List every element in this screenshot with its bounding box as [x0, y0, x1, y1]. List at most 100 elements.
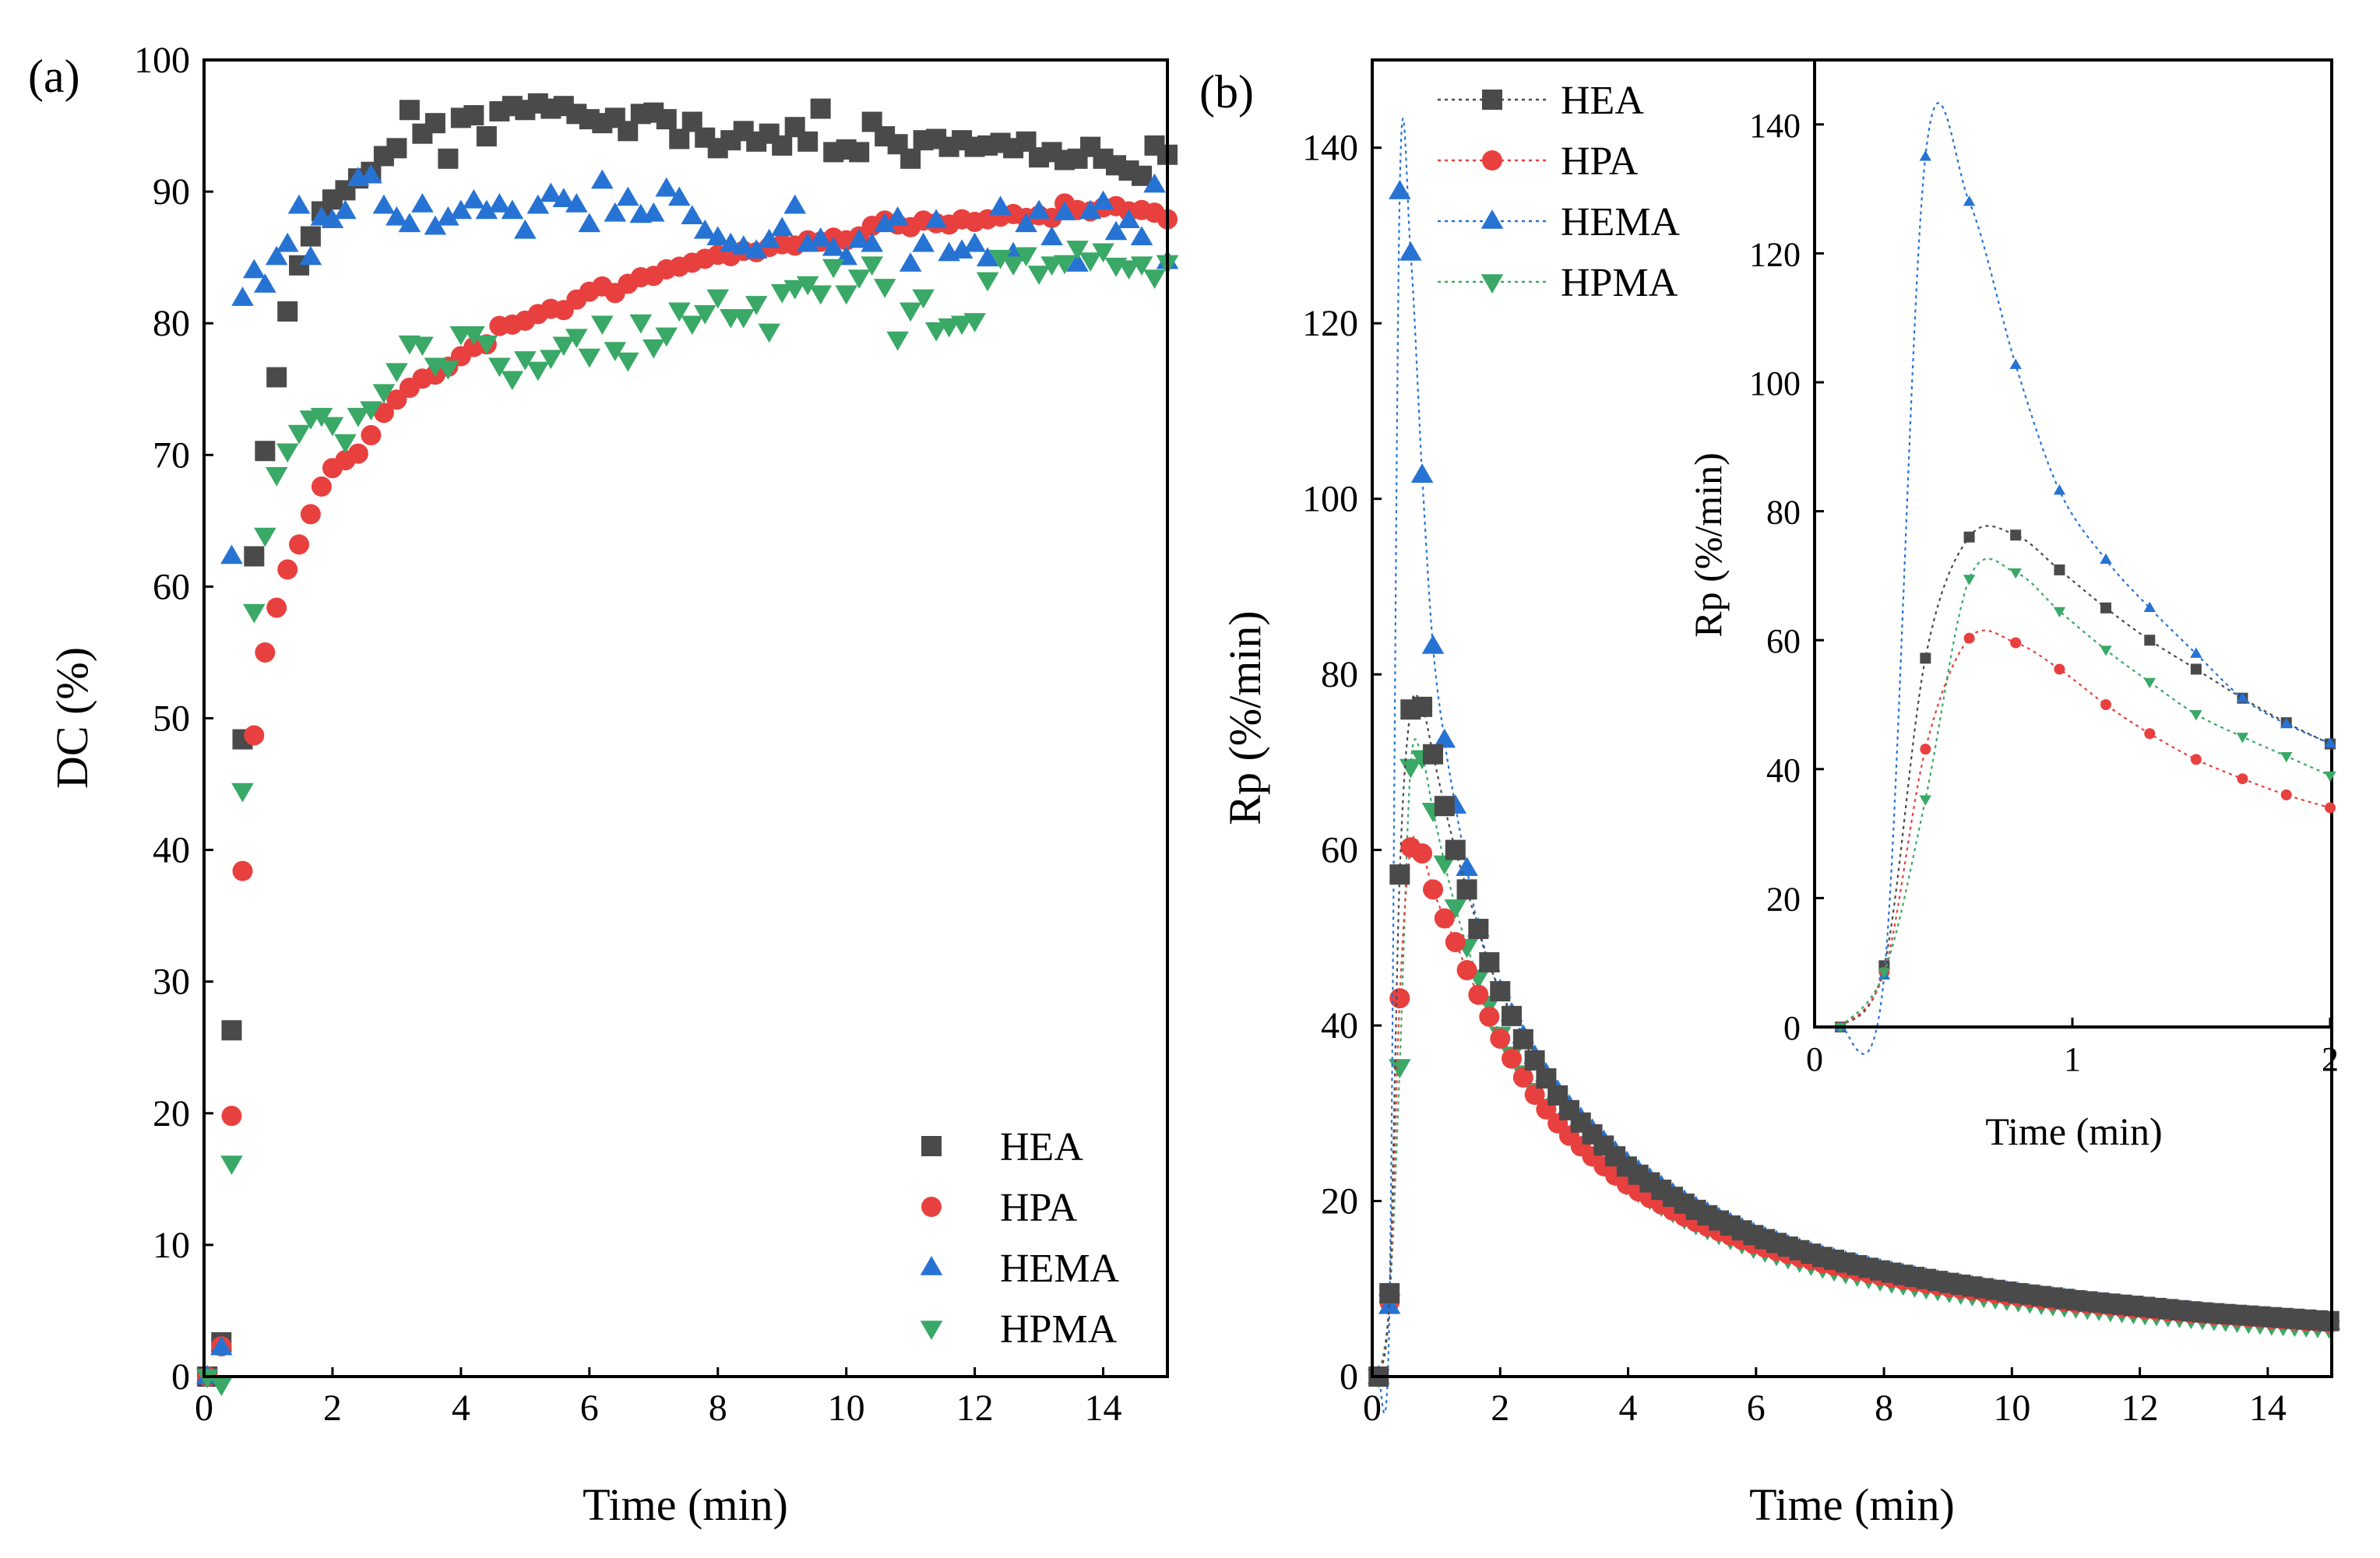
data-point-hpma	[411, 336, 434, 357]
y-tick-label: 90	[153, 171, 190, 213]
data-point-hea	[1434, 796, 1455, 817]
data-point-hpma	[1027, 266, 1051, 285]
data-point-hema	[437, 206, 459, 226]
inset-data-point-hpa	[2280, 789, 2292, 800]
data-point-hema	[1410, 463, 1434, 483]
data-point-hea	[476, 126, 497, 147]
legend-marker-hema	[1480, 209, 1504, 229]
data-point-hea	[1412, 696, 1433, 717]
data-point-hea	[300, 226, 321, 247]
y-tick-label: 50	[153, 698, 190, 740]
legend-label-hema: HEMA	[1561, 200, 1681, 244]
data-point-hema	[287, 194, 311, 214]
data-point-hema	[254, 273, 276, 293]
legend-item-hema: HEMA	[920, 1247, 1120, 1291]
data-point-hpma	[847, 269, 871, 289]
data-point-hema	[667, 186, 691, 206]
y-tick-label: 20	[1766, 880, 1801, 918]
data-point-hpma	[758, 323, 781, 343]
legend-marker-hpma	[920, 1321, 943, 1340]
y-tick-label: 0	[171, 1356, 190, 1398]
data-point-hpma	[209, 1377, 233, 1397]
legend-item-hpa: HPA	[921, 1186, 1078, 1230]
y-tick-label: 70	[153, 434, 190, 476]
data-point-hpma	[310, 407, 333, 427]
data-point-hpma	[706, 289, 730, 309]
series-hea	[1368, 693, 2340, 1387]
data-point-hpma	[989, 249, 1012, 269]
inset-data-point-hpa	[2010, 637, 2022, 649]
x-tick-label: 12	[956, 1387, 994, 1429]
y-tick-label: 80	[153, 303, 190, 344]
data-point-hema	[1399, 241, 1422, 261]
data-point-hea	[810, 98, 831, 119]
data-point-hpa	[1468, 984, 1489, 1005]
data-point-hema	[616, 186, 639, 206]
data-point-hpma	[231, 783, 254, 803]
data-point-hema	[912, 232, 935, 252]
data-point-hema	[822, 236, 845, 256]
data-point-hema	[783, 194, 806, 214]
data-point-hpa	[300, 504, 321, 525]
x-tick-label: 2	[2322, 1040, 2339, 1078]
legend-marker-hpa	[921, 1197, 942, 1217]
y-tick-label: 60	[1766, 622, 1801, 660]
inset-data-point-hpa	[1963, 632, 1975, 644]
panel-a-legend: HEA HPA HEMA HPMA	[920, 1125, 1120, 1352]
data-point-hpma	[1143, 269, 1166, 289]
data-point-hpma	[1399, 758, 1422, 779]
x-tick-label: 10	[828, 1387, 865, 1429]
data-point-hea	[1456, 879, 1477, 900]
inset-data-point-hpma	[2143, 677, 2156, 689]
inset-data-point-hpma	[2100, 645, 2112, 656]
inset-series-hpa	[1835, 629, 2336, 1032]
data-point-hpa	[347, 443, 368, 464]
data-point-hea	[1132, 165, 1153, 186]
data-point-hea	[438, 148, 459, 169]
data-point-hema	[475, 199, 498, 220]
data-point-hpma	[770, 283, 794, 304]
inset-data-point-hea	[1963, 531, 1975, 543]
inset-data-point-hema	[2324, 737, 2336, 747]
data-point-hema	[514, 219, 537, 239]
data-point-hema	[565, 193, 588, 213]
data-point-hpa	[266, 597, 287, 618]
data-point-hea	[849, 142, 870, 163]
data-point-hea	[1479, 951, 1500, 972]
data-point-hema	[552, 188, 576, 207]
data-point-hpma	[732, 308, 755, 329]
data-point-hpma	[616, 352, 639, 372]
data-point-hema	[1027, 199, 1051, 220]
data-point-hpma	[1092, 243, 1114, 263]
data-point-hema	[681, 205, 704, 224]
y-tick-label: 60	[1321, 830, 1358, 871]
inset-data-point-hpa	[2054, 663, 2065, 675]
x-tick-label: 12	[2121, 1387, 2159, 1429]
data-point-hpma	[642, 339, 665, 359]
data-point-hpa	[289, 534, 310, 555]
inset-data-point-hema	[2236, 691, 2249, 702]
y-tick-label: 60	[153, 566, 190, 607]
y-tick-label: 100	[1749, 364, 1801, 403]
data-point-hema	[976, 247, 999, 267]
data-point-hpma	[360, 401, 382, 421]
inset-series-line-hpa	[1840, 629, 2331, 1028]
data-point-hpma	[796, 276, 819, 296]
data-point-hema	[299, 245, 322, 266]
panel-b-legend: HEA HPA HEMA HPMA	[1438, 79, 1681, 305]
data-point-hema	[847, 228, 871, 248]
inset-data-point-hpma	[2009, 568, 2022, 579]
inset-data-point-hema	[2053, 484, 2066, 495]
data-point-hea	[221, 1020, 242, 1041]
y-tick-label: 0	[1340, 1356, 1358, 1398]
data-point-hema	[372, 194, 396, 214]
data-point-hema	[642, 202, 665, 222]
data-point-hema	[655, 177, 678, 197]
panel-a-x-axis: 0 2 4 6 8 10 12 14	[195, 1367, 1122, 1429]
data-point-hpa	[373, 403, 394, 424]
data-point-hema	[1433, 728, 1456, 748]
data-point-hpma	[437, 360, 459, 380]
data-point-hea	[1379, 1282, 1400, 1303]
series-hea	[197, 93, 1178, 1387]
